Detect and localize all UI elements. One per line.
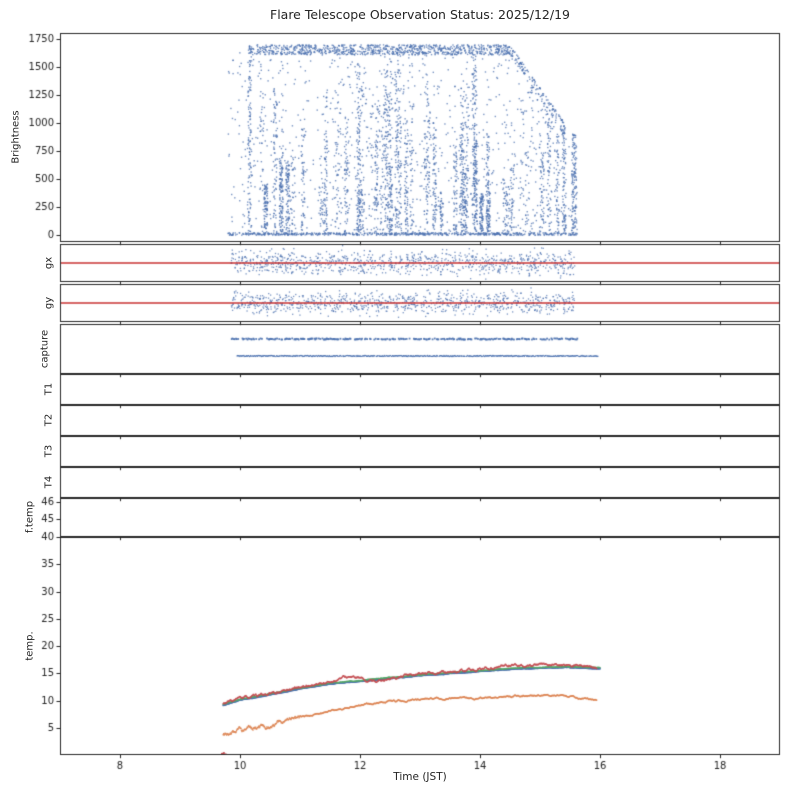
ylabel-t3: T3 bbox=[43, 444, 55, 458]
ylabel-gy: gy bbox=[43, 296, 55, 310]
chart-title: Flare Telescope Observation Status: 2025… bbox=[270, 7, 570, 22]
ylabel-t2: T2 bbox=[43, 413, 55, 427]
ylabel-ftemp: f.temp bbox=[24, 500, 36, 534]
x-axis-label: Time (JST) bbox=[393, 771, 447, 783]
ylabel-gx: gx bbox=[43, 256, 55, 270]
ylabel-temp: temp. bbox=[24, 631, 36, 661]
ylabel-capture: capture bbox=[39, 329, 51, 369]
ylabel-t4: T4 bbox=[43, 475, 55, 489]
ylabel-t1: T1 bbox=[43, 382, 55, 396]
ylabel-brightness: Brightness bbox=[10, 110, 22, 164]
